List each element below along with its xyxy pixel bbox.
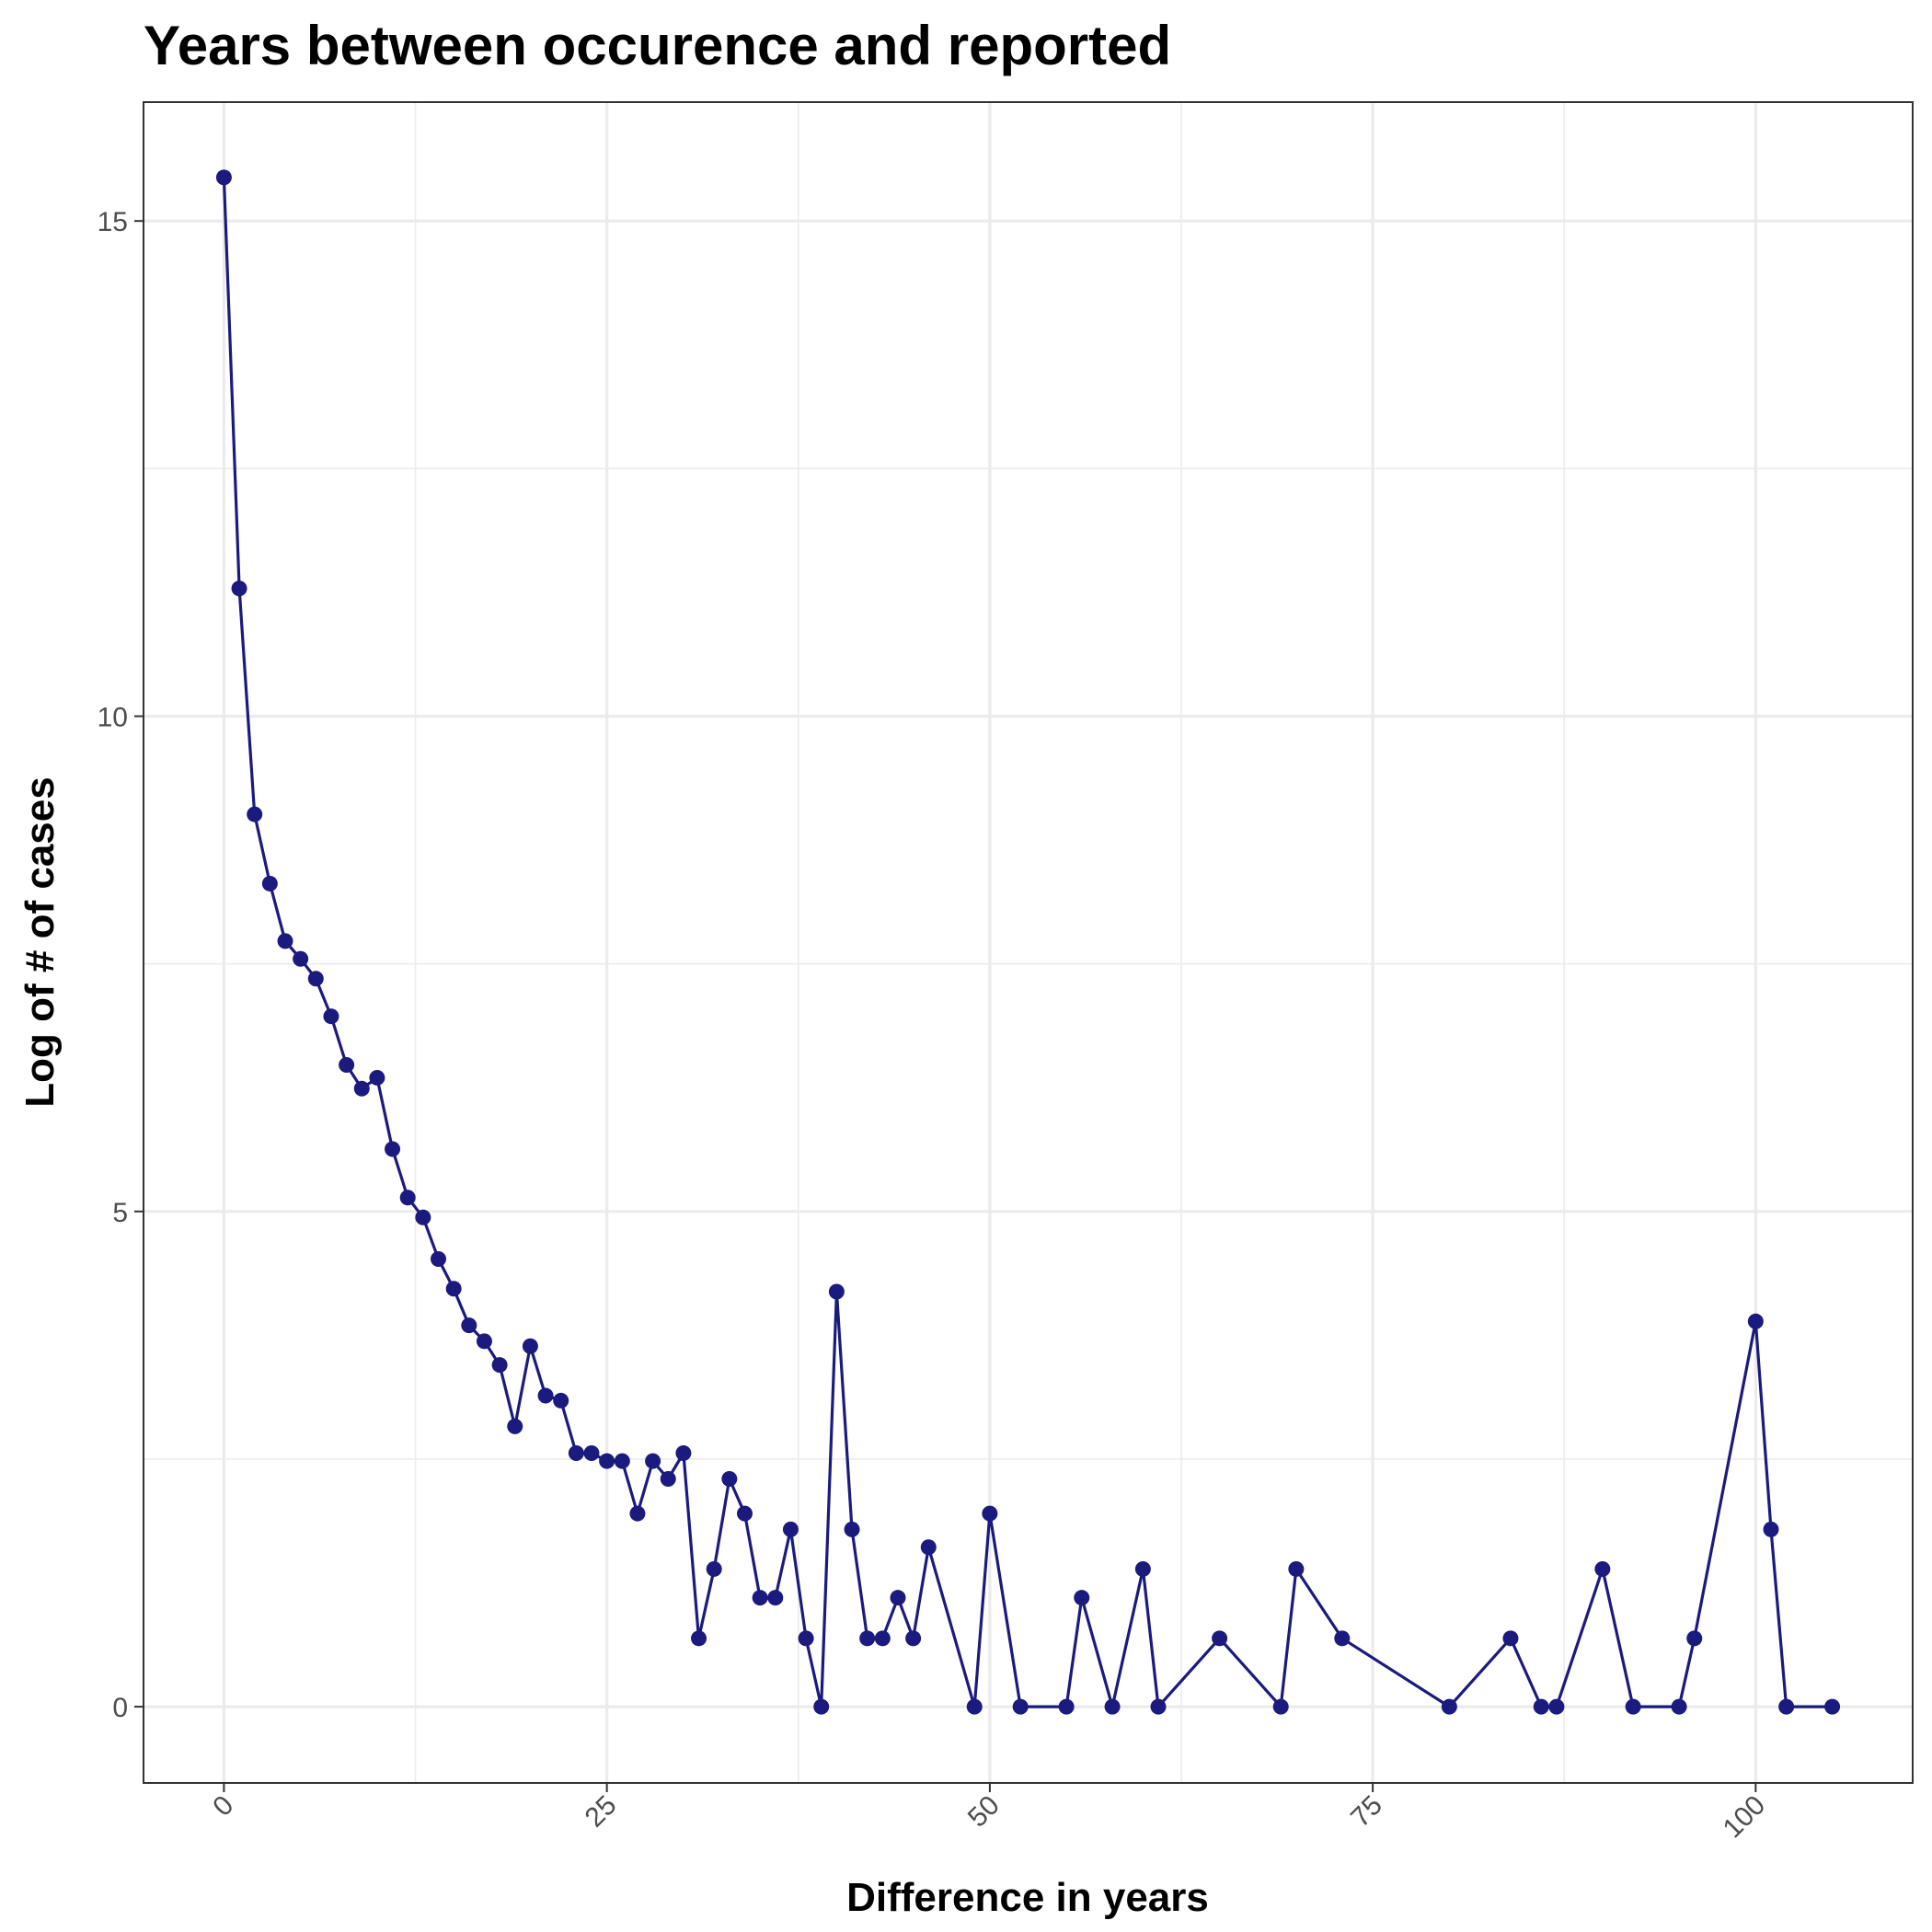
plot-panel-background bbox=[144, 102, 1913, 1783]
data-point bbox=[798, 1630, 814, 1647]
data-point bbox=[629, 1505, 646, 1522]
data-point bbox=[813, 1698, 830, 1715]
data-point bbox=[782, 1521, 799, 1537]
data-point bbox=[507, 1418, 523, 1434]
x-tick-label: 25 bbox=[580, 1790, 623, 1834]
data-point bbox=[645, 1453, 661, 1469]
data-point bbox=[660, 1470, 676, 1487]
data-point bbox=[966, 1698, 983, 1715]
data-point bbox=[1548, 1698, 1565, 1715]
x-tick-label: 50 bbox=[962, 1790, 1006, 1834]
data-point bbox=[1058, 1698, 1075, 1715]
data-point bbox=[1212, 1630, 1228, 1647]
data-point bbox=[1686, 1630, 1703, 1647]
data-point bbox=[599, 1453, 615, 1469]
plot-panel-border bbox=[143, 101, 1914, 1784]
data-point bbox=[1334, 1630, 1351, 1647]
data-point bbox=[752, 1590, 768, 1606]
data-point bbox=[1824, 1698, 1841, 1715]
data-point bbox=[247, 806, 263, 822]
y-tick-label: 10 bbox=[98, 702, 128, 732]
data-point bbox=[874, 1630, 891, 1647]
data-point bbox=[277, 933, 293, 949]
data-point bbox=[982, 1505, 998, 1522]
data-point bbox=[399, 1190, 416, 1206]
chart-title: Years between occurence and reported bbox=[144, 15, 1171, 76]
data-point bbox=[353, 1080, 370, 1097]
data-point bbox=[445, 1281, 462, 1297]
data-point bbox=[890, 1590, 906, 1606]
data-point bbox=[293, 950, 309, 967]
data-point bbox=[859, 1630, 876, 1647]
y-tick-label: 15 bbox=[98, 207, 128, 237]
data-point bbox=[323, 1008, 339, 1025]
data-point bbox=[691, 1630, 707, 1647]
data-point bbox=[1012, 1698, 1029, 1715]
x-tick-label: 75 bbox=[1345, 1790, 1388, 1834]
data-point bbox=[231, 581, 247, 597]
data-point bbox=[1594, 1560, 1611, 1577]
data-point bbox=[583, 1444, 600, 1461]
data-point bbox=[461, 1317, 477, 1334]
x-axis-title: Difference in years bbox=[846, 1875, 1209, 1920]
y-tick-label: 5 bbox=[112, 1198, 128, 1228]
data-point bbox=[476, 1333, 492, 1350]
data-point bbox=[706, 1560, 722, 1577]
data-point bbox=[1533, 1698, 1549, 1715]
data-point bbox=[1747, 1313, 1764, 1329]
x-tick-label: 100 bbox=[1718, 1790, 1772, 1845]
data-point bbox=[215, 169, 232, 186]
data-point bbox=[1502, 1630, 1519, 1647]
data-point bbox=[553, 1392, 569, 1409]
y-axis-title: Log of # of cases bbox=[17, 776, 63, 1107]
data-point bbox=[1763, 1521, 1779, 1537]
data-point bbox=[1150, 1698, 1167, 1715]
data-point bbox=[1778, 1698, 1795, 1715]
data-point bbox=[369, 1069, 385, 1086]
data-point bbox=[920, 1539, 937, 1556]
y-tick-label: 0 bbox=[112, 1693, 128, 1723]
data-point bbox=[1134, 1560, 1151, 1577]
data-point bbox=[1288, 1560, 1305, 1577]
data-point bbox=[767, 1590, 784, 1606]
data-point bbox=[614, 1453, 630, 1469]
data-point bbox=[415, 1209, 431, 1225]
data-point bbox=[307, 971, 324, 987]
data-point bbox=[1625, 1698, 1641, 1715]
data-point bbox=[905, 1630, 922, 1647]
data-point bbox=[491, 1357, 508, 1374]
data-point bbox=[844, 1521, 860, 1537]
data-point bbox=[675, 1444, 692, 1461]
data-point bbox=[522, 1338, 538, 1354]
data-point bbox=[828, 1283, 845, 1300]
data-point bbox=[537, 1387, 554, 1404]
data-point bbox=[1074, 1590, 1090, 1606]
x-tick-label: 0 bbox=[207, 1790, 239, 1823]
data-point bbox=[568, 1444, 584, 1461]
data-series bbox=[215, 169, 1841, 1715]
data-point bbox=[1104, 1698, 1121, 1715]
data-point bbox=[339, 1056, 355, 1073]
data-point bbox=[736, 1505, 753, 1522]
data-point bbox=[431, 1250, 446, 1267]
data-point bbox=[721, 1470, 738, 1487]
data-point bbox=[385, 1141, 401, 1157]
data-point bbox=[1272, 1698, 1289, 1715]
data-point bbox=[1671, 1698, 1687, 1715]
data-point bbox=[261, 875, 278, 891]
data-point bbox=[1441, 1698, 1457, 1715]
